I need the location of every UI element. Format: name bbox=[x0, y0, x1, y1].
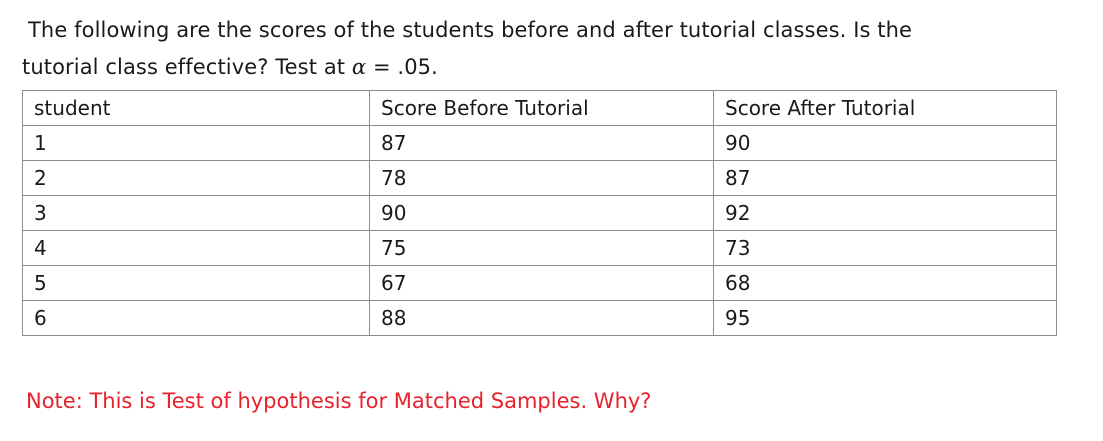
cell-score-before: 88 bbox=[369, 300, 714, 336]
header-score-after: Score After Tutorial bbox=[713, 90, 1057, 126]
cell-score-after: 73 bbox=[713, 230, 1057, 266]
cell-student: 4 bbox=[22, 230, 370, 266]
cell-score-after: 90 bbox=[713, 125, 1057, 161]
alpha-symbol: α bbox=[351, 55, 367, 79]
cell-score-after: 92 bbox=[713, 195, 1057, 231]
table-row: 2 78 87 bbox=[22, 160, 1057, 196]
cell-score-before: 90 bbox=[369, 195, 714, 231]
question-line-1: The following are the scores of the stud… bbox=[28, 18, 913, 42]
cell-student: 1 bbox=[22, 125, 370, 161]
question-line-2-text: tutorial class effective? Test at bbox=[22, 55, 352, 79]
cell-score-before: 67 bbox=[369, 265, 714, 301]
cell-student: 6 bbox=[22, 300, 370, 336]
alpha-value: = .05. bbox=[366, 55, 438, 79]
scores-table: student Score Before Tutorial Score Afte… bbox=[22, 90, 1057, 336]
cell-score-before: 75 bbox=[369, 230, 714, 266]
note-text: Note: This is Test of hypothesis for Mat… bbox=[26, 389, 652, 413]
question-line-2: tutorial class effective? Test at α = .0… bbox=[22, 55, 438, 79]
table-row: 4 75 73 bbox=[22, 230, 1057, 266]
cell-student: 3 bbox=[22, 195, 370, 231]
cell-score-after: 95 bbox=[713, 300, 1057, 336]
cell-score-after: 68 bbox=[713, 265, 1057, 301]
cell-score-after: 87 bbox=[713, 160, 1057, 196]
cell-student: 5 bbox=[22, 265, 370, 301]
header-student: student bbox=[22, 90, 370, 126]
table-row: 6 88 95 bbox=[22, 300, 1057, 336]
cell-score-before: 78 bbox=[369, 160, 714, 196]
header-score-before: Score Before Tutorial bbox=[369, 90, 714, 126]
cell-student: 2 bbox=[22, 160, 370, 196]
table-row: 1 87 90 bbox=[22, 125, 1057, 161]
table-row: 5 67 68 bbox=[22, 265, 1057, 301]
table-row: 3 90 92 bbox=[22, 195, 1057, 231]
table-header-row: student Score Before Tutorial Score Afte… bbox=[22, 90, 1057, 126]
cell-score-before: 87 bbox=[369, 125, 714, 161]
